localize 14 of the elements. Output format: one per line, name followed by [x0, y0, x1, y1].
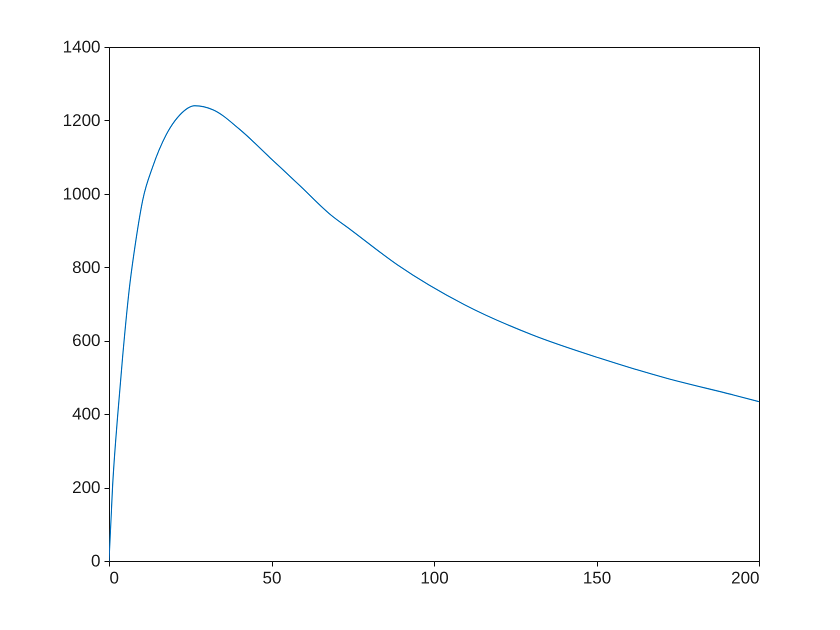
- y-tick-label: 600: [72, 331, 100, 350]
- y-tick-label: 800: [72, 258, 100, 277]
- x-tick-label: 200: [731, 568, 760, 588]
- x-tick-label: 150: [582, 568, 612, 588]
- x-tick-label: 100: [420, 568, 449, 588]
- y-tick-label: 0: [91, 552, 100, 570]
- x-tick-label: 0: [110, 568, 119, 588]
- y-tick-label: 1000: [62, 184, 100, 204]
- y-tick-label: 1400: [62, 38, 100, 56]
- y-tick-label: 1200: [62, 110, 100, 130]
- y-tick-label: 400: [72, 404, 100, 424]
- line-series: [109, 105, 759, 561]
- y-tick-label: 200: [72, 478, 100, 498]
- x-tick-label: 50: [262, 568, 282, 588]
